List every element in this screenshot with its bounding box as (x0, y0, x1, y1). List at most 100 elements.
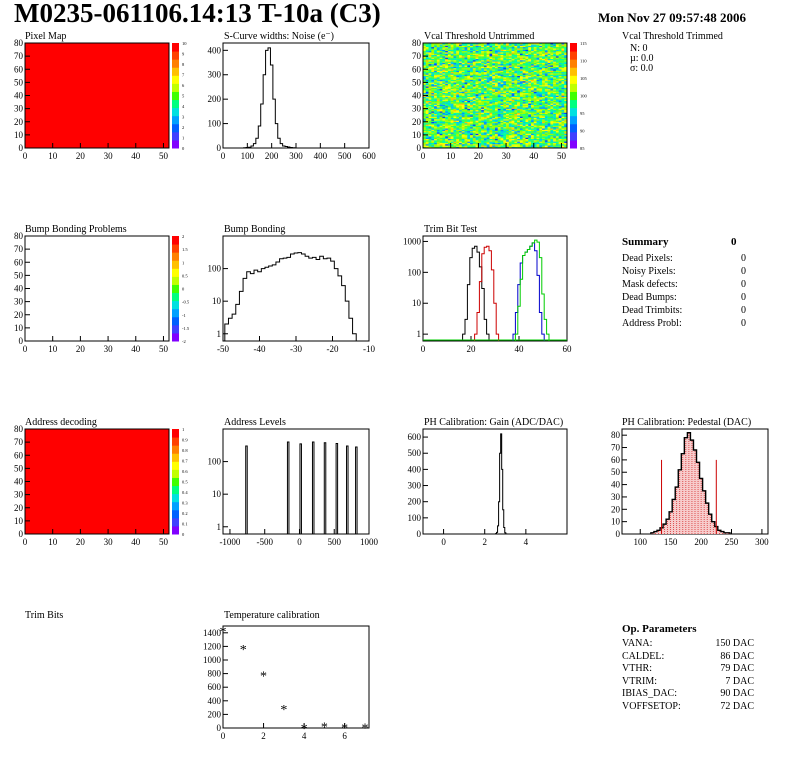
vcal-cell (522, 46, 526, 49)
vcal-cell (544, 53, 548, 56)
vcal-cell (442, 66, 446, 69)
vcal-cell (447, 144, 451, 146)
vcal-cell (431, 91, 435, 94)
vcal-cell (428, 77, 432, 79)
vcal-cell (445, 52, 449, 54)
vcal-cell (547, 144, 551, 146)
vcal-cell (495, 113, 498, 116)
vcal-cell (555, 86, 559, 88)
vcal-cell (525, 120, 529, 122)
vcal-cell (525, 54, 529, 57)
vcal-cell (481, 92, 485, 95)
vcal-cell (555, 61, 559, 63)
vcal-cell (544, 52, 548, 54)
vcal-cell (472, 127, 476, 129)
vcal-cell (467, 137, 471, 140)
vcal-cell (492, 54, 496, 57)
vcal-cell (553, 54, 557, 57)
vcal-cell (470, 91, 474, 94)
vcal-cell (525, 108, 529, 111)
vcal-cell (555, 56, 559, 58)
vcal-cell (423, 144, 426, 146)
vcal-cell (564, 60, 568, 62)
vcal-cell (461, 144, 465, 146)
vcal-cell (464, 132, 468, 134)
vcal-cell (486, 92, 490, 95)
vcal-cell (525, 104, 529, 107)
vcal-cell (470, 65, 474, 67)
vcal-cell (483, 145, 487, 147)
bump-problems-scale-label: -0.5 (182, 300, 190, 305)
vcal-cell (470, 115, 474, 117)
vcal-cell (555, 90, 559, 92)
vcal-cell (500, 79, 504, 82)
vcal-cell (511, 90, 515, 92)
vcal-cell (525, 113, 529, 116)
vcal-cell (431, 128, 435, 130)
vcal-cell (467, 57, 471, 59)
vcal-cell (481, 99, 485, 101)
vcal-cell (453, 128, 457, 130)
vcal-cell (508, 96, 512, 99)
vcal-cell (428, 58, 432, 61)
vcal-cell (495, 115, 498, 117)
bump-problems-ytick-label: 60 (14, 257, 24, 267)
vcal-cell (425, 96, 429, 99)
vcal-cell (423, 100, 426, 103)
vcal-cell (528, 134, 532, 137)
bump-problems-scale-label: 0.5 (182, 273, 188, 278)
summary-row: Dead Bumps: 0 (622, 291, 746, 304)
temperature-ytick-label: 600 (208, 682, 222, 692)
bump-problems-scale-label: 1.5 (182, 247, 188, 252)
address-decoding-scale-cell (172, 517, 179, 527)
vcal-cell (558, 70, 562, 73)
vcal-cell (431, 50, 435, 53)
vcal-cell (525, 71, 529, 74)
vcal-cell (497, 115, 501, 117)
vcal-cell (481, 146, 485, 149)
vcal-cell (514, 74, 518, 77)
vcal-cell (472, 91, 476, 94)
vcal-cell (525, 102, 529, 104)
vcal-cell (459, 111, 462, 113)
vcal-cell (434, 144, 438, 146)
vcal-cell (439, 44, 443, 46)
vcal-cell (492, 78, 496, 80)
vcal-cell (461, 87, 465, 90)
vcal-cell (558, 52, 562, 54)
vcal-cell (514, 43, 518, 45)
vcal-cell (481, 137, 485, 140)
vcal-cell (434, 45, 438, 48)
vcal-cell (486, 106, 490, 108)
vcal-cell (511, 109, 515, 112)
vcal-cell (517, 144, 521, 146)
vcal-cell (475, 108, 479, 111)
address-levels-xtick-label: 1000 (360, 537, 379, 547)
vcal-cell (486, 109, 490, 112)
vcal-cell (508, 65, 512, 67)
vcal-cell (519, 74, 523, 77)
vcal-cell (495, 138, 498, 141)
vcal-cell (486, 46, 490, 49)
vcal-cell (536, 141, 540, 143)
vcal-cell (481, 124, 485, 126)
vcal-cell (542, 124, 546, 126)
vcal-cell (423, 43, 426, 45)
vcal-cell (456, 119, 460, 121)
vcal-cell (442, 145, 446, 147)
vcal-cell (459, 125, 462, 128)
vcal-cell (461, 109, 465, 112)
vcal-cell (478, 45, 482, 48)
vcal-cell (561, 46, 565, 49)
vcal-cell (472, 98, 476, 100)
vcal-cell (555, 67, 559, 70)
vcal-cell (536, 87, 540, 90)
vcal-cell (445, 107, 449, 109)
vcal-cell (492, 140, 496, 142)
vcal-cell (508, 130, 512, 133)
vcal-cell (511, 79, 515, 82)
vcal-cell (436, 141, 440, 143)
vcal-cell (478, 78, 482, 80)
vcal-cell (495, 111, 498, 113)
